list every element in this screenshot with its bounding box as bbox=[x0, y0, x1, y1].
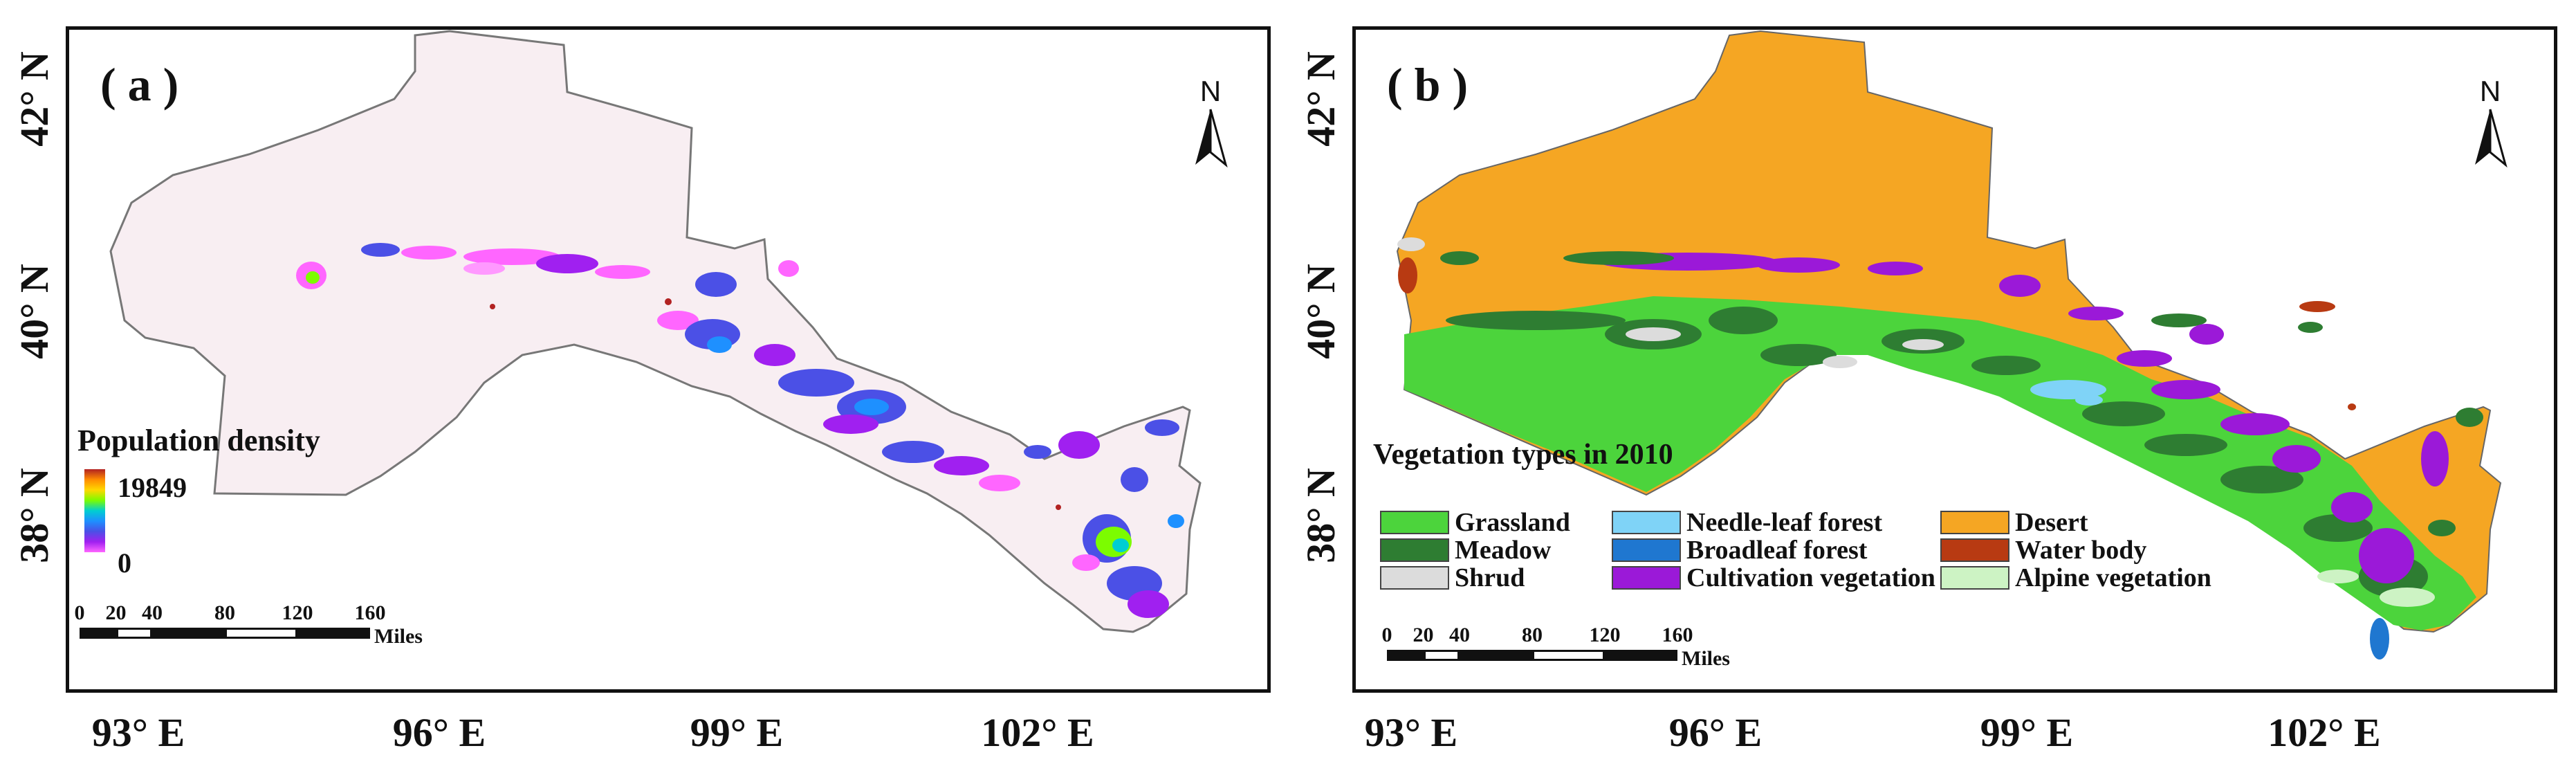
legend-label-needleleaf: Needle-leaf forest bbox=[1686, 508, 1883, 537]
scale-tick: 20 bbox=[1413, 624, 1434, 646]
lon-label-96-b: 96° E bbox=[1668, 710, 1763, 755]
scale-segment bbox=[116, 628, 152, 639]
scale-tick: 160 bbox=[1662, 624, 1693, 646]
scale-bar-a: 0 20 40 80 120 160 Miles bbox=[75, 601, 423, 648]
swatch-broadleaf bbox=[1612, 538, 1681, 562]
legend-title-a: Population density bbox=[77, 424, 320, 457]
swatch-alpine bbox=[1940, 566, 2009, 590]
scale-tick: 0 bbox=[1381, 624, 1392, 646]
scale-segment bbox=[1532, 650, 1605, 661]
map-panel-b: ( b ) N Vegetation types in 2010 Grassla… bbox=[1352, 26, 2557, 693]
legend-item-meadow: Meadow bbox=[1380, 535, 1551, 565]
scale-segment bbox=[225, 628, 297, 639]
vegetation-patches bbox=[1397, 237, 2483, 660]
north-arrow-icon bbox=[1195, 109, 1228, 168]
scale-unit: Miles bbox=[374, 625, 423, 648]
scale-tick: 40 bbox=[142, 601, 163, 624]
north-arrow-icon bbox=[2475, 109, 2508, 168]
legend-label-broadleaf: Broadleaf forest bbox=[1686, 536, 1868, 565]
lat-label-38: 38° N bbox=[12, 468, 57, 563]
panel-label-b: ( b ) bbox=[1387, 58, 1469, 111]
scale-segment bbox=[80, 628, 116, 639]
lat-label-42: 42° N bbox=[12, 51, 57, 147]
north-arrow-b: N bbox=[2463, 75, 2518, 179]
lat-label-40-b: 40° N bbox=[1298, 264, 1343, 359]
legend-title-b: Vegetation types in 2010 bbox=[1373, 439, 1673, 471]
legend-label-shrub: Shrud bbox=[1455, 563, 1525, 592]
scale-tick: 20 bbox=[105, 601, 127, 624]
lat-label-38-b: 38° N bbox=[1298, 468, 1343, 563]
study-region-a bbox=[109, 30, 1202, 633]
north-arrow-a: N bbox=[1183, 75, 1238, 179]
legend-label-grassland: Grassland bbox=[1455, 508, 1570, 537]
panel-label-a: ( a ) bbox=[100, 58, 179, 111]
north-label-a: N bbox=[1199, 75, 1222, 107]
scale-segment bbox=[1460, 650, 1532, 661]
legend-item-water: Water body bbox=[1940, 535, 2146, 565]
swatch-cultivation bbox=[1612, 566, 1681, 590]
population-clusters bbox=[296, 243, 1184, 618]
legend-label-meadow: Meadow bbox=[1455, 536, 1552, 565]
lon-label-99-b: 99° E bbox=[1980, 710, 2074, 755]
legend-item-alpine: Alpine vegetation bbox=[1940, 563, 2211, 593]
scale-tick: 0 bbox=[74, 601, 85, 624]
vegetation-map bbox=[1396, 30, 2502, 660]
scale-tick: 80 bbox=[1522, 624, 1543, 646]
scale-unit: Miles bbox=[1682, 647, 1730, 670]
scale-segment bbox=[1387, 650, 1424, 661]
legend-label-cultivation: Cultivation vegetation bbox=[1686, 563, 1935, 592]
scale-tick: 120 bbox=[282, 601, 313, 624]
ramp-min-label: 0 bbox=[118, 547, 131, 579]
population-map bbox=[109, 30, 1202, 633]
scale-segment bbox=[297, 628, 370, 639]
legend-label-water: Water body bbox=[2015, 536, 2147, 565]
lat-label-42-b: 42° N bbox=[1298, 51, 1343, 147]
swatch-desert bbox=[1940, 511, 2009, 534]
legend-item-grassland: Grassland bbox=[1380, 507, 1570, 538]
scale-tick: 80 bbox=[214, 601, 235, 624]
ramp-max-label: 19849 bbox=[118, 472, 187, 503]
lat-label-40: 40° N bbox=[12, 264, 57, 359]
legend-item-broadleaf: Broadleaf forest bbox=[1612, 535, 1867, 565]
scale-tick: 120 bbox=[1589, 624, 1621, 646]
north-label-b: N bbox=[2479, 75, 2501, 107]
swatch-water bbox=[1940, 538, 2009, 562]
lon-label-99: 99° E bbox=[690, 710, 784, 755]
legend-item-shrub: Shrud bbox=[1380, 563, 1525, 593]
legend-label-alpine: Alpine vegetation bbox=[2015, 563, 2211, 592]
scale-segment bbox=[152, 628, 225, 639]
legend-item-cultivation: Cultivation vegetation bbox=[1612, 563, 1935, 593]
lon-label-102: 102° E bbox=[981, 710, 1094, 755]
swatch-meadow bbox=[1380, 538, 1449, 562]
swatch-shrub bbox=[1380, 566, 1449, 590]
legend-item-needleleaf: Needle-leaf forest bbox=[1612, 507, 1882, 538]
lon-label-93-b: 93° E bbox=[1364, 710, 1458, 755]
scale-tick: 40 bbox=[1449, 624, 1470, 646]
map-panel-a: ( a ) N Population density 19849 0 0 20 40… bbox=[66, 26, 1271, 693]
swatch-needleleaf bbox=[1612, 511, 1681, 534]
legend-item-desert: Desert bbox=[1940, 507, 2088, 538]
scale-tick: 160 bbox=[354, 601, 386, 624]
lon-label-93: 93° E bbox=[91, 710, 185, 755]
lon-label-102-b: 102° E bbox=[2267, 710, 2381, 755]
scale-segment bbox=[1605, 650, 1677, 661]
scale-segment bbox=[1423, 650, 1460, 661]
lon-label-96: 96° E bbox=[392, 710, 486, 755]
swatch-grassland bbox=[1380, 511, 1449, 534]
grassland-belt bbox=[1404, 296, 2476, 630]
scale-bar-b: 0 20 40 80 120 160 Miles bbox=[1382, 624, 1730, 670]
legend-label-desert: Desert bbox=[2015, 508, 2088, 537]
population-color-ramp bbox=[84, 469, 105, 552]
